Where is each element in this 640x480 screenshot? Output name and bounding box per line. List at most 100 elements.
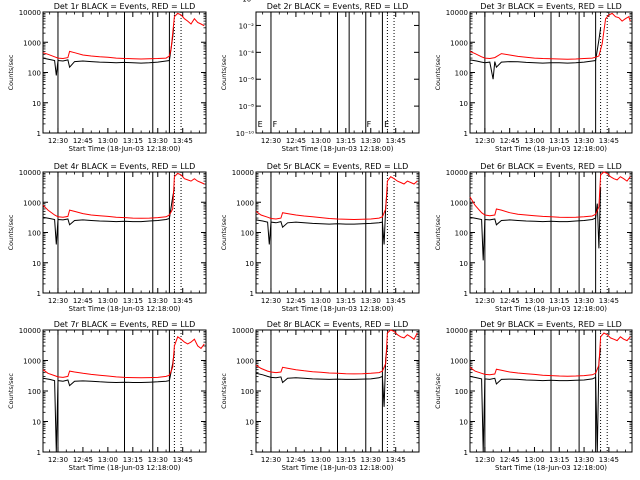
y-axis-label: Counts/sec — [220, 54, 228, 90]
x-tick-label: 13:00 — [98, 137, 118, 145]
lld-series-line — [42, 12, 205, 60]
x-tick-label: 13:30 — [574, 456, 594, 464]
chart-title: Det 6r BLACK = Events, RED = LLD — [480, 162, 622, 171]
y-tick-label: 1000 — [236, 199, 254, 207]
x-tick-label: 12:45 — [286, 456, 306, 464]
x-tick-label: 13:00 — [311, 137, 331, 145]
x-tick-label: 13:45 — [173, 297, 193, 305]
y-axis-label: Counts/sec — [220, 214, 228, 250]
lld-series-line — [42, 336, 205, 379]
x-tick-label: 12:45 — [286, 137, 306, 145]
chart-panel-9: Det 9r BLACK = Events, RED = LLD 1 10 100 10… — [434, 320, 633, 472]
y-tick-label: 10 — [245, 260, 254, 268]
x-axis-label: Start Time (18-Jun-03 12:18:00) — [282, 145, 394, 153]
chart-title: Det 9r BLACK = Events, RED = LLD — [480, 320, 622, 329]
x-tick-label: 13:15 — [336, 137, 356, 145]
chart-title: Det 1r BLACK = Events, RED = LLD — [54, 2, 196, 11]
chart-title: Det 2r BLACK = Events, RED = LLD — [267, 2, 409, 11]
x-tick-label: 13:15 — [123, 137, 143, 145]
x-axis-label: Start Time (18-Jun-03 12:18:00) — [69, 305, 181, 313]
x-tick-label: 12:45 — [73, 456, 93, 464]
chart-panel-6: Det 6r BLACK = Events, RED = LLD 1 10 100 10… — [434, 162, 633, 313]
y-tick-label: 1 — [464, 449, 468, 457]
y-tick-label: 10⁻⁸ — [239, 103, 255, 111]
x-tick-label: 12:30 — [475, 456, 495, 464]
y-tick-label: 1 — [37, 449, 41, 457]
interval-marker: F — [367, 120, 372, 129]
chart-panel-1: Det 1r BLACK = Events, RED = LLD 1 10 100 10… — [7, 2, 207, 153]
y-tick-label: 10 — [32, 260, 41, 268]
x-axis-label: Start Time (18-Jun-03 12:18:00) — [69, 464, 181, 472]
x-tick-label: 12:45 — [500, 137, 520, 145]
y-tick-label: 10 — [459, 260, 468, 268]
y-tick-label: 10000 — [232, 327, 254, 335]
x-axis-label: Start Time (18-Jun-03 12:18:00) — [495, 145, 607, 153]
chart-title: Det 4r BLACK = Events, RED = LLD — [54, 162, 196, 171]
y-tick-label: 10000 — [19, 327, 41, 335]
y-tick-label: 1000 — [450, 199, 468, 207]
x-tick-label: 12:45 — [73, 297, 93, 305]
y-tick-label: 10000 — [19, 169, 41, 177]
y-tick-label: 1 — [250, 290, 254, 298]
x-tick-label: 12:30 — [48, 297, 68, 305]
lld-series-line — [469, 171, 631, 218]
y-tick-label: 10⁰ — [242, 0, 254, 4]
chart-panel-7: Det 7r BLACK = Events, RED = LLD 1 10 100 10… — [7, 320, 207, 472]
y-tick-label: 1000 — [23, 39, 41, 47]
y-tick-label: 1 — [464, 290, 468, 298]
x-tick-label: 13:00 — [524, 137, 544, 145]
x-tick-label: 13:30 — [148, 297, 168, 305]
lld-series-line — [255, 176, 418, 221]
y-tick-label: 100 — [241, 388, 254, 396]
x-tick-label: 12:45 — [286, 297, 306, 305]
y-tick-label: 100 — [28, 230, 41, 238]
x-tick-label: 13:45 — [599, 297, 619, 305]
x-tick-label: 13:45 — [599, 137, 619, 145]
y-axis-label: Counts/sec — [7, 214, 15, 250]
y-axis-label: Counts/sec — [434, 54, 442, 90]
events-series-line — [42, 351, 175, 453]
y-tick-label: 1 — [37, 290, 41, 298]
x-tick-label: 13:15 — [549, 137, 569, 145]
x-tick-label: 13:45 — [173, 456, 193, 464]
events-series-line — [469, 187, 602, 261]
events-series-line — [42, 27, 175, 76]
x-tick-label: 13:00 — [98, 297, 118, 305]
y-tick-label: 10000 — [19, 9, 41, 17]
interval-marker: E — [384, 120, 389, 129]
y-tick-label: 1000 — [450, 358, 468, 366]
lld-series-line — [469, 332, 631, 377]
y-tick-label: 1000 — [236, 358, 254, 366]
x-tick-label: 13:15 — [336, 297, 356, 305]
x-axis-label: Start Time (18-Jun-03 12:18:00) — [282, 464, 394, 472]
y-tick-label: 10000 — [446, 9, 468, 17]
x-tick-label: 12:30 — [475, 137, 495, 145]
y-tick-label: 100 — [455, 70, 468, 78]
x-tick-label: 13:45 — [173, 137, 193, 145]
chart-title: Det 5r BLACK = Events, RED = LLD — [267, 162, 409, 171]
y-tick-label: 100 — [28, 388, 41, 396]
x-tick-label: 13:00 — [524, 456, 544, 464]
x-tick-label: 13:30 — [574, 297, 594, 305]
x-tick-label: 12:30 — [261, 456, 281, 464]
y-tick-label: 100 — [455, 230, 468, 238]
y-axis-label: Counts/sec — [434, 373, 442, 409]
chart-panel-5: Det 5r BLACK = Events, RED = LLD 1 10 100 10… — [220, 162, 420, 313]
x-tick-label: 13:30 — [361, 297, 381, 305]
y-tick-label: 10 — [245, 419, 254, 427]
x-tick-label: 13:00 — [311, 456, 331, 464]
chart-panel-8: Det 8r BLACK = Events, RED = LLD 1 10 100 10… — [220, 320, 420, 472]
events-series-line — [469, 27, 602, 80]
x-tick-label: 13:00 — [311, 297, 331, 305]
x-tick-label: 12:30 — [261, 137, 281, 145]
y-tick-label: 10⁻⁶ — [239, 76, 255, 84]
y-tick-label: 10 — [32, 419, 41, 427]
events-series-line — [469, 348, 602, 453]
x-tick-label: 13:45 — [386, 297, 406, 305]
lld-series-line — [469, 12, 631, 60]
y-tick-label: 100 — [28, 70, 41, 78]
x-tick-label: 13:45 — [386, 137, 406, 145]
x-tick-label: 13:45 — [386, 456, 406, 464]
events-series-line — [255, 345, 388, 407]
